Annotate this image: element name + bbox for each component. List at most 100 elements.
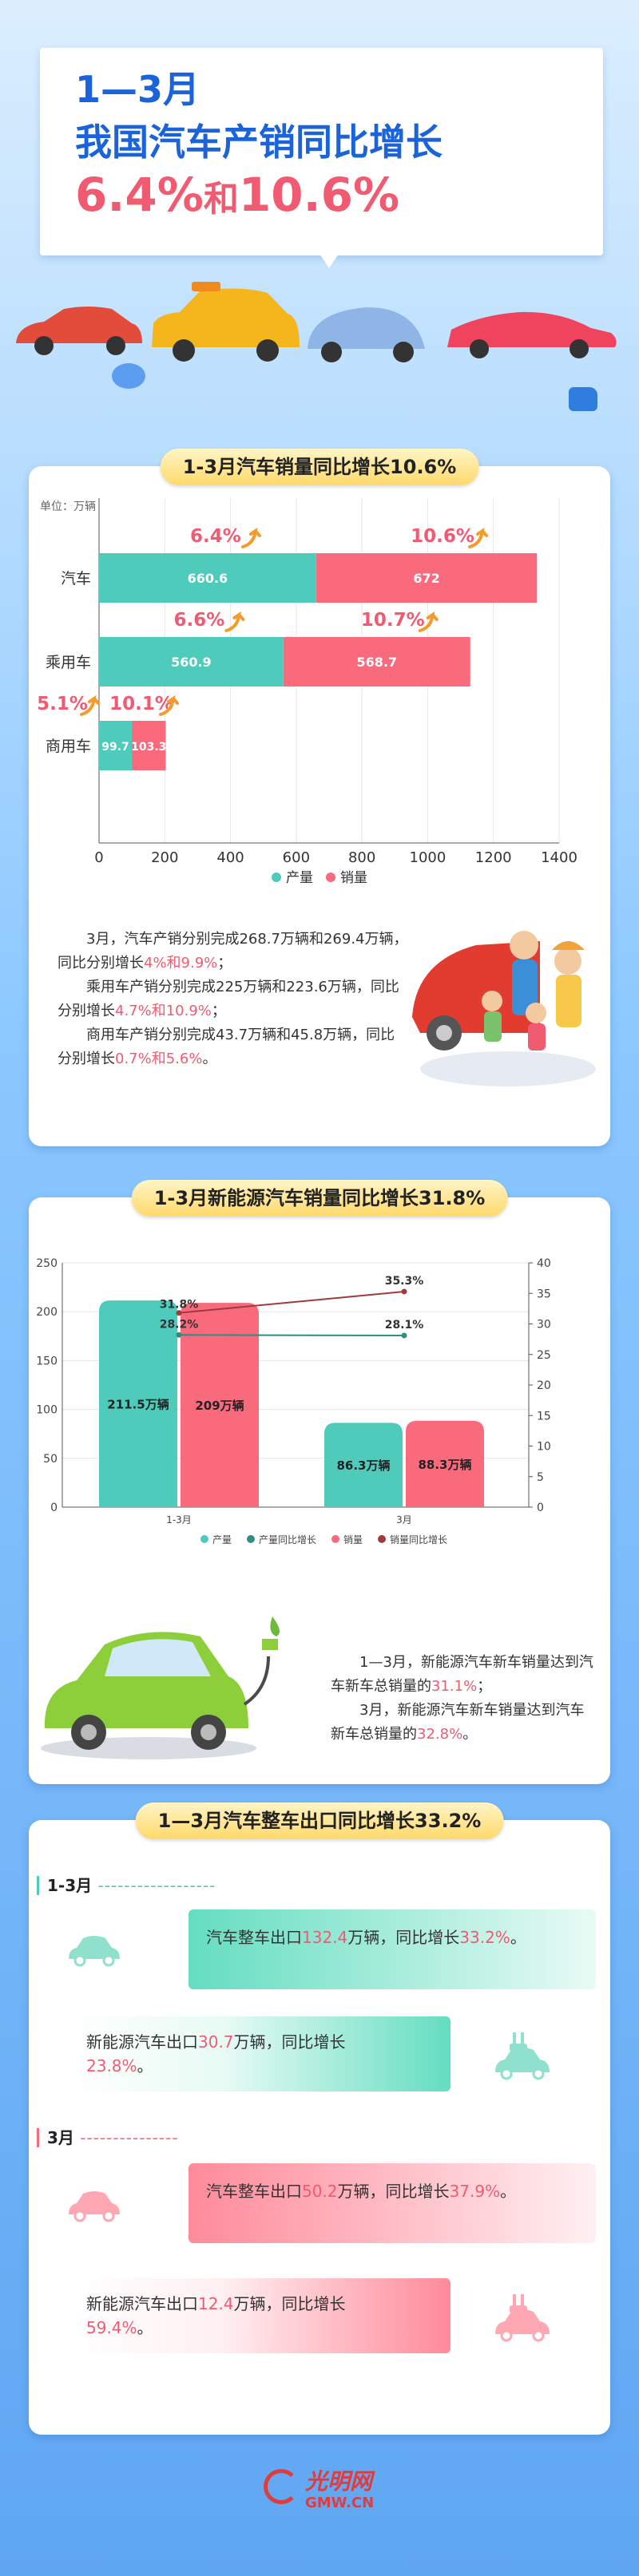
gmw-logo: 光明网 GMW.CN [264, 2463, 383, 2519]
period-q1-label: 1-3月 ------------------ [37, 1876, 216, 1895]
section-nev-card: 1-3月新能源汽车销量同比增长31.8% 0 50 100 150 200 250 0 5 10… [29, 1180, 610, 1784]
line-sales-growth [178, 1290, 405, 1314]
growth-label: 5.1% [37, 694, 88, 714]
period-march-label: 3月 --------------- [37, 2128, 179, 2147]
para-nev-q1: 1—3月，新能源汽车新车销量达到汽车新车总销量的31.1%； [331, 1654, 593, 1695]
section-title: 1-3月汽车销量同比增长10.6% [160, 449, 479, 485]
family-car-illustration [412, 931, 596, 1086]
y2-tick-label: 0 [537, 1502, 544, 1514]
arrow-up-icon [240, 527, 261, 548]
legend-label: 产量 [212, 1534, 232, 1545]
legend-dot [326, 873, 335, 882]
logo-sub: GMW.CN [305, 2495, 375, 2511]
ev-charging-icon [495, 2032, 550, 2080]
y2-tick-label: 25 [537, 1349, 551, 1362]
blue-beetle-icon [308, 307, 425, 349]
para-passenger: 乘用车产销分别完成225万辆和223.6万辆，同比分别增长4.7%和10.9%； [58, 979, 399, 1019]
y-tick-label: 50 [43, 1453, 58, 1466]
title-line1: 1—3月 [75, 68, 200, 111]
y2-tick-label: 10 [537, 1441, 551, 1454]
legend-dot [272, 873, 281, 882]
export-item-march-nev: 新能源汽车出口12.4万辆，同比增长 59.4%。 [69, 2278, 450, 2353]
bar-value-label: 560.9 [171, 655, 212, 670]
bar-production [324, 1423, 403, 1507]
bar-production [99, 721, 133, 770]
bar-value-label: 88.3万辆 [418, 1458, 471, 1472]
y2-tick-label: 35 [537, 1288, 551, 1300]
title-card-tail [320, 254, 339, 268]
y-tick-label: 200 [36, 1306, 58, 1319]
line-point [401, 1332, 407, 1339]
para-commercial: 商用车产销分别完成43.7万辆和45.8万辆，同比分别增长0.7%和5.6%。 [58, 1027, 395, 1067]
x-tick-label: 1-3月 [166, 1514, 192, 1525]
y2-tick-label: 5 [537, 1471, 544, 1484]
x-tick-label: 400 [216, 849, 244, 866]
red-car-icon [16, 307, 142, 343]
legend-label: 销量 [343, 1534, 363, 1545]
legend-dot [331, 1535, 339, 1543]
x-tick-label: 1400 [541, 849, 577, 866]
y-tick-label: 250 [36, 1257, 58, 1270]
thumbs-up-icon [569, 387, 597, 411]
unit-label: 单位：万辆 [40, 501, 96, 513]
growth-label: 6.6% [173, 610, 224, 631]
legend-label: 产量 [286, 870, 313, 886]
line-point [401, 1288, 407, 1295]
ev-charging-icon [495, 2294, 550, 2342]
logo-text: 光明网 [305, 2468, 373, 2495]
y2-tick-label: 20 [537, 1379, 551, 1392]
bar-value-label: 99.7 [101, 741, 129, 754]
bar-production [99, 1300, 177, 1507]
growth-label: 10.7% [361, 610, 425, 631]
export-item-march-total: 汽车整车出口50.2万辆，同比增长37.9%。 [189, 2163, 596, 2243]
bar-value-label: 209万辆 [195, 1399, 244, 1413]
bar-value-label: 103.3 [131, 741, 166, 754]
category-label: 汽车 [61, 570, 91, 588]
legend-label: 销量同比增长 [390, 1534, 447, 1545]
line-value-label: 28.1% [385, 1319, 424, 1332]
arrow-up-icon [468, 527, 489, 548]
bar-value-label: 211.5万辆 [107, 1398, 169, 1412]
y2-tick-label: 15 [537, 1410, 551, 1423]
x-tick-label: 1000 [410, 849, 447, 866]
x-tick-label: 1200 [475, 849, 512, 866]
logo-mark-icon [264, 2469, 299, 2504]
export-item-q1-total: 汽车整车出口132.4万辆，同比增长33.2%。 [189, 1909, 596, 1989]
section-title: 1-3月新能源汽车销量同比增长31.8% [131, 1180, 508, 1217]
category-label: 商用车 [46, 738, 91, 755]
line-value-label: 28.2% [160, 1318, 199, 1331]
bar-sales [132, 721, 166, 770]
section-title: 1—3月汽车整车出口同比增长33.2% [135, 1802, 504, 1839]
growth-label: 10.1% [109, 694, 173, 714]
x-tick-label: 3月 [396, 1514, 412, 1525]
y-tick-label: 150 [36, 1355, 58, 1367]
car-icon [69, 2191, 120, 2222]
bar-sales [406, 1420, 484, 1507]
bar-value-label: 672 [413, 571, 439, 586]
cars-illustration [16, 282, 617, 362]
title-percentages: 6.4%和10.6% [75, 168, 399, 222]
arrow-up-icon [159, 694, 180, 716]
growth-label: 10.6% [411, 526, 474, 547]
arrow-up-icon [418, 611, 439, 632]
y-tick-label: 0 [50, 1502, 58, 1514]
red-sports-car-icon [447, 311, 617, 347]
category-label: 乘用车 [46, 654, 91, 671]
arrow-up-icon [224, 611, 245, 632]
line-point [176, 1332, 182, 1338]
bar-value-label: 660.6 [188, 571, 228, 586]
pct-production: 6.4% [75, 168, 204, 222]
x-tick-label: 200 [151, 849, 178, 866]
legend-label: 产量同比增长 [259, 1534, 316, 1545]
legend-dot [247, 1535, 255, 1543]
bar-value-label: 86.3万辆 [336, 1458, 390, 1473]
legend-dot [378, 1535, 386, 1543]
bar-production [99, 637, 284, 687]
bar-value-label: 568.7 [356, 655, 397, 670]
y-tick-label: 100 [36, 1404, 58, 1417]
bar-production [99, 553, 316, 603]
section-export-card: 1—3月汽车整车出口同比增长33.2% 1-3月 ---------------… [29, 1802, 610, 2435]
nev-combo-chart: 0 50 100 150 200 250 0 5 10 15 20 25 30 35 40 1-3月 211.5… [36, 1257, 551, 1545]
growth-label: 6.4% [190, 526, 241, 547]
plug-icon [262, 1639, 278, 1650]
